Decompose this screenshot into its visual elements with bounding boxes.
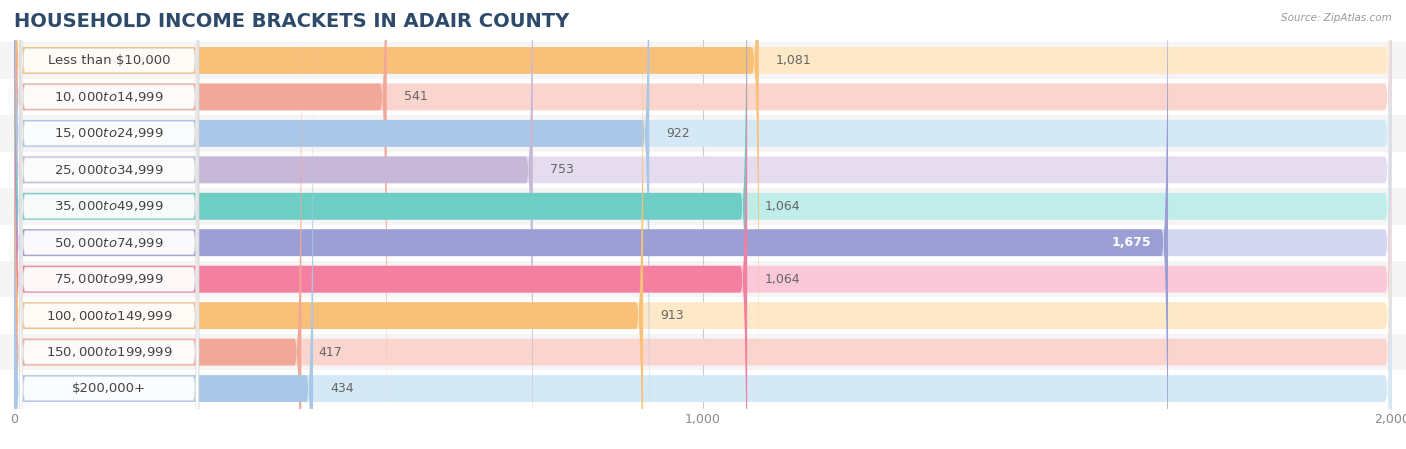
FancyBboxPatch shape <box>14 0 1168 449</box>
FancyBboxPatch shape <box>20 72 198 449</box>
Text: Source: ZipAtlas.com: Source: ZipAtlas.com <box>1281 13 1392 23</box>
FancyBboxPatch shape <box>14 37 314 449</box>
Text: 1,081: 1,081 <box>776 54 811 67</box>
FancyBboxPatch shape <box>0 42 1406 79</box>
FancyBboxPatch shape <box>20 0 198 449</box>
FancyBboxPatch shape <box>0 79 1406 115</box>
FancyBboxPatch shape <box>14 0 1392 412</box>
FancyBboxPatch shape <box>20 0 198 449</box>
Text: $10,000 to $14,999: $10,000 to $14,999 <box>55 90 165 104</box>
FancyBboxPatch shape <box>0 188 1406 224</box>
Text: 434: 434 <box>330 382 354 395</box>
FancyBboxPatch shape <box>14 0 533 449</box>
FancyBboxPatch shape <box>14 0 1392 449</box>
Text: 922: 922 <box>666 127 690 140</box>
Text: 541: 541 <box>404 90 427 103</box>
FancyBboxPatch shape <box>14 0 1392 449</box>
FancyBboxPatch shape <box>20 0 198 449</box>
FancyBboxPatch shape <box>20 36 198 449</box>
FancyBboxPatch shape <box>0 224 1406 261</box>
Text: 417: 417 <box>319 346 342 359</box>
Text: $25,000 to $34,999: $25,000 to $34,999 <box>55 163 165 177</box>
Text: 1,675: 1,675 <box>1111 236 1152 249</box>
Text: $150,000 to $199,999: $150,000 to $199,999 <box>46 345 173 359</box>
FancyBboxPatch shape <box>14 37 1392 449</box>
Text: $200,000+: $200,000+ <box>72 382 146 395</box>
Text: $100,000 to $149,999: $100,000 to $149,999 <box>46 308 173 323</box>
Text: 1,064: 1,064 <box>765 200 800 213</box>
Text: 1,064: 1,064 <box>765 273 800 286</box>
Text: Less than $10,000: Less than $10,000 <box>48 54 170 67</box>
FancyBboxPatch shape <box>0 261 1406 297</box>
Text: HOUSEHOLD INCOME BRACKETS IN ADAIR COUNTY: HOUSEHOLD INCOME BRACKETS IN ADAIR COUNT… <box>14 12 569 31</box>
FancyBboxPatch shape <box>14 0 747 449</box>
Text: $15,000 to $24,999: $15,000 to $24,999 <box>55 126 165 141</box>
FancyBboxPatch shape <box>14 0 1392 449</box>
FancyBboxPatch shape <box>14 0 759 412</box>
FancyBboxPatch shape <box>14 0 387 448</box>
FancyBboxPatch shape <box>14 0 1392 449</box>
Text: $75,000 to $99,999: $75,000 to $99,999 <box>55 272 165 286</box>
FancyBboxPatch shape <box>14 0 1392 449</box>
Text: 753: 753 <box>550 163 574 176</box>
FancyBboxPatch shape <box>0 297 1406 334</box>
FancyBboxPatch shape <box>0 370 1406 407</box>
Text: 913: 913 <box>661 309 683 322</box>
Text: $50,000 to $74,999: $50,000 to $74,999 <box>55 236 165 250</box>
FancyBboxPatch shape <box>20 0 198 449</box>
FancyBboxPatch shape <box>14 1 301 449</box>
FancyBboxPatch shape <box>14 0 747 449</box>
FancyBboxPatch shape <box>0 115 1406 152</box>
Text: $35,000 to $49,999: $35,000 to $49,999 <box>55 199 165 213</box>
FancyBboxPatch shape <box>20 109 198 449</box>
FancyBboxPatch shape <box>14 1 1392 449</box>
FancyBboxPatch shape <box>20 0 198 377</box>
FancyBboxPatch shape <box>14 0 650 449</box>
FancyBboxPatch shape <box>14 0 1392 449</box>
FancyBboxPatch shape <box>20 0 198 340</box>
FancyBboxPatch shape <box>14 0 643 449</box>
FancyBboxPatch shape <box>0 334 1406 370</box>
FancyBboxPatch shape <box>20 0 198 413</box>
FancyBboxPatch shape <box>0 152 1406 188</box>
FancyBboxPatch shape <box>14 0 1392 448</box>
